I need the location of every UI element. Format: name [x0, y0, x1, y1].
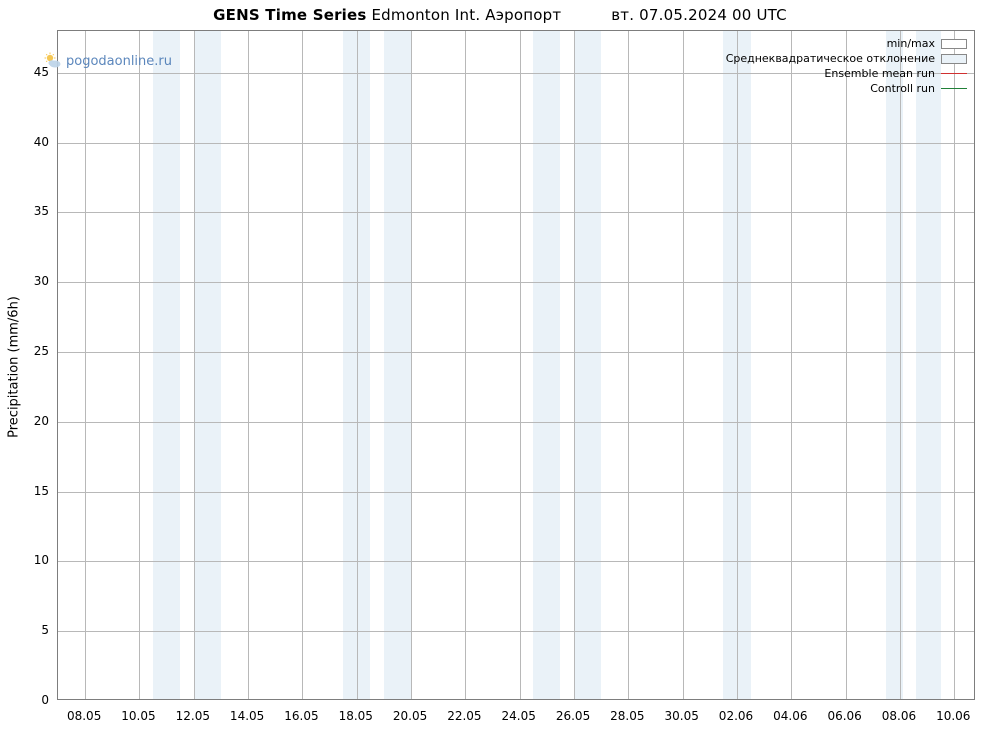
x-tick-label: 06.06: [827, 709, 861, 723]
y-tick-label: 15: [0, 484, 57, 498]
gridline-vertical: [683, 31, 684, 699]
x-tick-label: 22.05: [447, 709, 481, 723]
title-datetime: вт. 07.05.2024 00 UTC: [611, 6, 787, 24]
x-tick-label: 08.05: [67, 709, 101, 723]
gridline-horizontal: [58, 492, 974, 493]
shaded-band: [153, 31, 180, 699]
y-tick-label: 10: [0, 553, 57, 567]
x-tick-label: 28.05: [610, 709, 644, 723]
title-location: Edmonton Int. Аэропорт: [372, 6, 562, 24]
gridline-horizontal: [58, 561, 974, 562]
shaded-band: [533, 31, 560, 699]
gridline-horizontal: [58, 282, 974, 283]
gridline-vertical: [248, 31, 249, 699]
chart-title: GENS Time Series Edmonton Int. Аэропорт …: [0, 6, 1000, 24]
gridline-vertical: [791, 31, 792, 699]
shaded-band: [194, 31, 221, 699]
x-tick-label: 16.05: [284, 709, 318, 723]
plot-area: [57, 30, 975, 700]
gridline-vertical: [194, 31, 195, 699]
legend-swatch: [941, 39, 967, 49]
x-tick-label: 30.05: [664, 709, 698, 723]
sun-cloud-icon: [44, 52, 62, 70]
legend-swatch: [941, 84, 967, 94]
gridline-vertical: [900, 31, 901, 699]
chart-container: GENS Time Series Edmonton Int. Аэропорт …: [0, 0, 1000, 733]
gridline-vertical: [737, 31, 738, 699]
x-tick-label: 08.06: [882, 709, 916, 723]
legend-item: Ensemble mean run: [726, 66, 967, 81]
y-tick-label: 0: [0, 693, 57, 707]
y-tick-label: 25: [0, 344, 57, 358]
gridline-vertical: [520, 31, 521, 699]
x-tick-label: 10.06: [936, 709, 970, 723]
watermark-text: pogodaonline.ru: [66, 54, 172, 69]
x-tick-label: 02.06: [719, 709, 753, 723]
x-tick-label: 12.05: [176, 709, 210, 723]
gridline-horizontal: [58, 422, 974, 423]
watermark: pogodaonline.ru: [44, 52, 172, 70]
legend-item: Среднеквадратическое отклонение: [726, 51, 967, 66]
legend-item: min/max: [726, 36, 967, 51]
y-tick-label: 20: [0, 414, 57, 428]
x-tick-label: 18.05: [339, 709, 373, 723]
gridline-vertical: [85, 31, 86, 699]
shaded-band: [384, 31, 411, 699]
y-tick-label: 40: [0, 135, 57, 149]
legend-label: Controll run: [870, 82, 935, 95]
x-tick-label: 14.05: [230, 709, 264, 723]
y-tick-label: 5: [0, 623, 57, 637]
legend-swatch: [941, 54, 967, 64]
legend-label: Среднеквадратическое отклонение: [726, 52, 935, 65]
gridline-vertical: [954, 31, 955, 699]
legend: min/max Среднеквадратическое отклонение En…: [726, 36, 967, 96]
title-series: GENS Time Series: [213, 6, 366, 24]
x-tick-label: 24.05: [502, 709, 536, 723]
x-tick-label: 26.05: [556, 709, 590, 723]
gridline-horizontal: [58, 143, 974, 144]
x-tick-label: 20.05: [393, 709, 427, 723]
legend-label: Ensemble mean run: [824, 67, 935, 80]
x-tick-label: 10.05: [121, 709, 155, 723]
gridline-vertical: [465, 31, 466, 699]
gridline-vertical: [574, 31, 575, 699]
gridline-horizontal: [58, 352, 974, 353]
shaded-band: [916, 31, 940, 699]
gridline-vertical: [846, 31, 847, 699]
gridline-vertical: [357, 31, 358, 699]
legend-label: min/max: [887, 37, 935, 50]
shaded-band: [574, 31, 601, 699]
y-tick-label: 30: [0, 274, 57, 288]
legend-item: Controll run: [726, 81, 967, 96]
gridline-vertical: [411, 31, 412, 699]
x-tick-label: 04.06: [773, 709, 807, 723]
gridline-vertical: [628, 31, 629, 699]
legend-swatch: [941, 69, 967, 79]
gridline-horizontal: [58, 212, 974, 213]
y-tick-label: 35: [0, 204, 57, 218]
gridline-vertical: [302, 31, 303, 699]
gridline-horizontal: [58, 631, 974, 632]
gridline-vertical: [139, 31, 140, 699]
